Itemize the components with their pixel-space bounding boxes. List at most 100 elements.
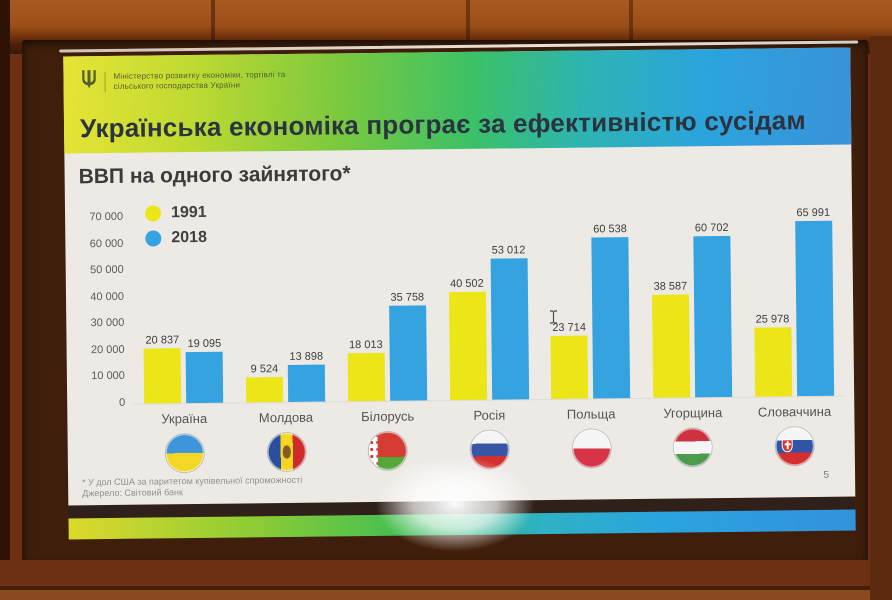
bar-1991-Україна [143, 348, 182, 404]
country-label-Угорщина: Угорщина [663, 405, 723, 421]
bar-value-1991-Росія: 40 502 [449, 277, 484, 291]
logo-divider [104, 71, 106, 92]
footnote-line1: * У дол США за паритетом купівельної спр… [82, 474, 303, 488]
text-cursor-icon [549, 310, 558, 329]
bar-wrap-2018-Польща: 60 538 [591, 223, 631, 399]
bar-wrap-1991-Молдова: 9 524 [245, 363, 284, 403]
flag-belarus [368, 431, 408, 471]
bar-wrap-2018-Угорщина: 60 702 [693, 221, 733, 398]
bar-1991-Молдова [245, 377, 284, 403]
bar-wrap-2018-Молдова: 13 898 [287, 350, 326, 402]
bar-wrap-1991-Росія: 40 502 [448, 277, 487, 401]
y-tick-label-4: 30 000 [90, 317, 125, 330]
legend-dot-1991 [144, 205, 162, 222]
bar-2018-Молдова [287, 364, 326, 402]
bar-2018-Угорщина [693, 235, 733, 398]
flag-slovakia [775, 426, 815, 466]
y-tick-label-0: 70 000 [89, 210, 124, 224]
y-tick-label-6: 10 000 [91, 370, 125, 383]
bar-group-Росія: 40 502 53 012 [437, 244, 540, 401]
slide: Міністерство розвитку економіки, торгівл… [59, 40, 859, 543]
page-number: 5 [823, 469, 830, 481]
presentation-screen: Міністерство розвитку економіки, торгівл… [22, 40, 868, 562]
legend-row-1991: 1991 [144, 203, 207, 223]
bar-wrap-2018-Білорусь: 35 758 [388, 291, 427, 401]
bar-group-Словаччина: 25 978 65 991 [741, 207, 845, 397]
bar-chart: 70 000 60 000 50 000 40 000 30 000 20 000 10 0… [73, 194, 846, 474]
slide-body: ВВП на одного зайнятого* 70 000 60 000 50 … [64, 145, 855, 506]
bars-Росія: 40 502 53 012 [448, 244, 529, 401]
y-tick-label-7: 0 [119, 396, 126, 409]
bar-value-2018-Росія: 53 012 [491, 244, 526, 257]
ministry-logo-block: Міністерство розвитку економіки, торгівл… [81, 67, 286, 94]
bar-wrap-1991-Польща: 23 714 [550, 322, 589, 399]
bars-Білорусь: 18 013 35 758 [347, 291, 427, 402]
country-label-Польща: Польща [566, 406, 616, 422]
y-axis: 70 000 60 000 50 000 40 000 30 000 20 000 10 0… [73, 211, 133, 410]
bars-Угорщина: 38 587 60 702 [651, 221, 733, 398]
bar-value-1991-Білорусь: 18 013 [348, 338, 383, 352]
bars-Україна: 20 837 19 095 [143, 334, 224, 404]
ministry-name: Міністерство розвитку економіки, торгівл… [113, 69, 285, 91]
bar-2018-Росія [490, 258, 529, 400]
bar-value-2018-Україна: 19 095 [187, 337, 222, 351]
wood-wall-right-edge [870, 36, 892, 600]
bar-2018-Білорусь [388, 305, 427, 401]
slovakia-coat-of-arms-icon [781, 439, 793, 453]
bar-value-1991-Словаччина: 25 978 [755, 313, 790, 326]
bar-2018-Україна [185, 351, 224, 404]
x-group-Молдова: Молдова [235, 402, 337, 472]
bar-wrap-1991-Білорусь: 18 013 [347, 338, 385, 402]
slide-header-band: Міністерство розвитку економіки, торгівл… [63, 47, 852, 154]
footnote: * У дол США за паритетом купівельної спр… [82, 475, 302, 499]
chart-legend: 1991 2018 [144, 203, 207, 248]
flag-moldova [267, 432, 306, 472]
bar-value-1991-Угорщина: 38 587 [653, 280, 688, 293]
x-group-Білорусь: Білорусь [337, 401, 439, 471]
bar-1991-Білорусь [347, 352, 385, 402]
bar-wrap-2018-Росія: 53 012 [490, 244, 529, 400]
belarus-ornament-stripe [368, 431, 379, 471]
bar-value-1991-Україна: 20 837 [145, 334, 180, 347]
legend-dot-2018 [145, 230, 162, 247]
bar-group-Білорусь: 18 013 35 758 [335, 291, 438, 402]
footnote-line2: Джерело: Світовий банк [82, 487, 183, 499]
bar-value-2018-Угорщина: 60 702 [694, 221, 729, 235]
plot-area: 1991 2018 20 837 19 095 9 524 13 898 18 013 35… [130, 194, 846, 473]
country-label-Росія: Росія [473, 407, 506, 423]
ministry-name-line1: Міністерство розвитку економіки, торгівл… [113, 69, 286, 81]
bar-wrap-1991-Угорщина: 38 587 [651, 280, 691, 398]
y-tick-label-2: 50 000 [89, 263, 124, 277]
bar-2018-Польща [591, 237, 631, 399]
bar-wrap-1991-Словаччина: 25 978 [754, 313, 792, 397]
x-group-Словаччина: Словаччина [743, 397, 845, 466]
bar-1991-Угорщина [651, 294, 691, 398]
bar-wrap-1991-Україна: 20 837 [143, 334, 182, 404]
legend-row-2018: 2018 [145, 229, 207, 248]
wood-wall-left-edge [0, 0, 10, 600]
bar-wrap-2018-Україна: 19 095 [185, 337, 224, 404]
x-axis-groups: Україна Молдова Білорусь Росія Польща Угорщин… [133, 397, 846, 473]
bars-Словаччина: 25 978 65 991 [753, 207, 834, 397]
x-group-Угорщина: Угорщина [642, 398, 744, 467]
country-label-Словаччина: Словаччина [757, 403, 832, 420]
y-tick-label-1: 60 000 [89, 237, 124, 250]
bar-value-2018-Молдова: 13 898 [289, 350, 324, 363]
flag-poland [572, 429, 611, 468]
country-label-Молдова: Молдова [258, 409, 314, 426]
legend-label-1991: 1991 [170, 203, 207, 222]
x-group-Україна: Україна [133, 404, 235, 473]
bar-wrap-2018-Словаччина: 65 991 [794, 207, 834, 397]
country-label-Україна: Україна [161, 410, 208, 427]
slide-title: Українська економіка програє за ефективн… [79, 105, 806, 144]
flag-ukraine [165, 433, 204, 473]
bar-2018-Словаччина [794, 220, 834, 397]
x-group-Росія: Росія [438, 400, 540, 469]
trident-icon [81, 69, 96, 94]
y-tick-label-5: 20 000 [90, 343, 125, 356]
y-tick-label-3: 40 000 [90, 290, 125, 303]
moldova-coat-of-arms-icon [282, 445, 291, 459]
bar-value-1991-Молдова: 9 524 [250, 363, 279, 376]
plot-groups: 20 837 19 095 9 524 13 898 18 013 35 758 40 50… [130, 194, 846, 405]
